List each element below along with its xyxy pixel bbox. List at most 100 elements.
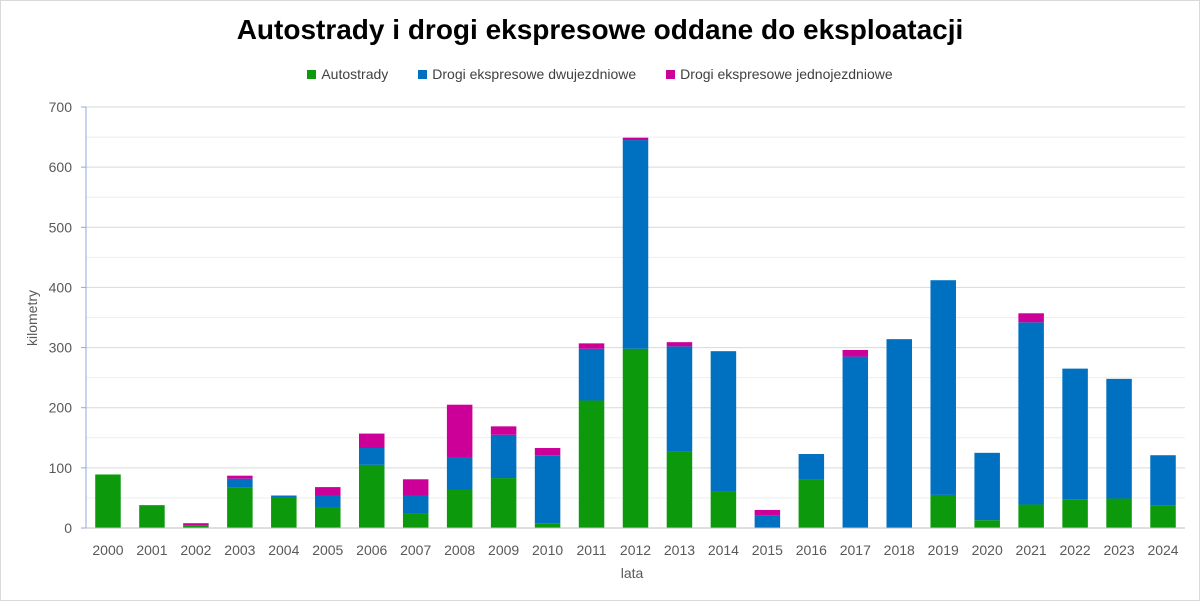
x-tick-label: 2012 [620,542,651,558]
y-tick-label: 400 [49,279,73,295]
bar-segment-series-2-2006 [358,433,385,449]
bar-segment-series-0-2005 [315,507,341,528]
x-tick-label: 2013 [664,542,695,558]
x-tick-label: 2002 [180,542,211,558]
bar-segment-series-1-2011 [578,348,605,401]
bar-segment-series-2-2012 [622,137,649,141]
x-tick-label: 2009 [488,542,519,558]
legend-item-jednojezdniowe: Drogi ekspresowe jednojezdniowe [666,66,893,82]
bar-segment-series-0-2004 [271,497,297,528]
x-tick-label: 2021 [1016,542,1047,558]
bar-segment-series-1-2018 [886,339,913,528]
x-tick-label: 2000 [92,542,123,558]
bar-segment-series-2-2009 [490,426,517,435]
x-tick-label: 2011 [576,542,606,558]
tick-labels: 0 100 200 300 400 500 600 700 2000 2001 2002 2003 20… [49,99,1179,558]
y-tick-label: 600 [49,159,73,175]
bar-segment-series-2-2007 [402,479,429,496]
y-tick-label: 300 [49,340,73,356]
chart-legend: Autostrady Drogi ekspresowe dwujezdniowe… [0,66,1200,82]
bar-segment-series-0-2010 [534,523,561,528]
bar-segment-series-0-2007 [402,513,429,528]
bar-segment-series-0-2000 [95,474,121,528]
x-tick-label: 2022 [1060,542,1091,558]
bar-segment-series-1-2005 [315,495,341,508]
bar-segment-series-0-2020 [974,520,1000,528]
chart-title: Autostrady i drogi ekspresowe oddane do … [236,14,964,45]
legend-label-dwujezdniowe: Drogi ekspresowe dwujezdniowe [432,66,637,82]
legend-label-autostrady: Autostrady [321,66,389,82]
bar-segment-series-2-2015 [754,509,781,516]
bar-segment-series-2-2013 [666,342,693,347]
x-tick-label: 2007 [400,542,431,558]
y-tick-label: 100 [49,460,73,476]
bar-segment-series-1-2019 [930,280,956,495]
bar-segment-series-0-2016 [798,479,825,528]
y-tick-label: 0 [64,520,72,536]
x-tick-label: 2004 [268,542,299,558]
legend-item-dwujezdniowe: Drogi ekspresowe dwujezdniowe [418,66,636,82]
bar-segment-series-1-2015 [754,515,781,528]
axes [81,106,1185,529]
bar-segment-series-1-2009 [490,434,517,479]
bar-segment-series-1-2016 [798,454,825,480]
bar-segment-series-1-2021 [1018,322,1044,505]
bar-segment-series-1-2004 [271,495,297,498]
bar-segment-series-1-2006 [358,448,385,465]
x-tick-label: 2017 [840,542,871,558]
x-tick-label: 2018 [884,542,915,558]
x-tick-label: 2024 [1147,542,1178,558]
bar-segment-series-2-2017 [842,349,869,357]
y-tick-label: 700 [49,99,73,115]
bar-segment-series-1-2023 [1106,378,1132,499]
bar-segment-series-0-2024 [1150,505,1176,528]
legend-item-autostrady: Autostrady [307,66,388,82]
bar-segment-series-0-2022 [1062,499,1088,528]
bar-segment-series-0-2021 [1018,504,1044,528]
bar-segment-series-0-2008 [446,489,473,528]
bar-segment-series-1-2017 [842,356,869,528]
bar-segment-series-2-2003 [227,475,253,479]
legend-swatch-jednojezdniowe [666,69,676,79]
legend-label-jednojezdniowe: Drogi ekspresowe jednojezdniowe [680,66,893,82]
bar-segment-series-1-2008 [446,457,473,490]
bar-segment-series-0-2002 [183,525,209,528]
bar-segment-series-0-2012 [622,348,649,528]
bar-segment-series-2-2021 [1018,313,1044,323]
bar-segment-series-0-2003 [227,487,253,528]
bar-segment-series-0-2014 [710,491,737,528]
x-tick-label: 2010 [532,542,563,558]
bar-segment-series-0-2009 [490,478,517,528]
bar-segment-series-1-2014 [710,351,737,492]
x-tick-label: 2001 [136,542,167,558]
bar-segment-series-1-2020 [974,452,1000,521]
bar-segment-series-0-2019 [930,494,956,528]
bar-segment-series-2-2008 [446,404,473,458]
bars [95,137,1176,528]
bar-segment-series-1-2010 [534,455,561,524]
x-tick-label: 2014 [708,542,739,558]
bar-segment-series-1-2007 [402,495,429,514]
legend-swatch-autostrady [307,69,317,79]
bar-segment-series-2-2011 [578,343,605,349]
x-tick-label: 2008 [444,542,475,558]
x-tick-label: 2019 [928,542,959,558]
bar-segment-series-2-2002 [183,523,209,525]
bar-segment-series-1-2012 [622,140,649,349]
x-axis-title: lata [621,565,644,581]
x-tick-label: 2016 [796,542,827,558]
bar-segment-series-1-2002 [183,524,209,526]
x-tick-label: 2023 [1103,542,1134,558]
bar-segment-series-1-2024 [1150,455,1176,506]
bar-segment-series-0-2013 [666,451,693,528]
bar-segment-series-0-2011 [578,400,605,528]
y-tick-label: 200 [49,400,73,416]
bar-segment-series-0-2001 [139,505,165,528]
y-tick-label: 500 [49,219,73,235]
bar-segment-series-0-2023 [1106,498,1132,528]
legend-swatch-dwujezdniowe [418,69,428,79]
y-axis-title: kilometry [24,290,40,346]
x-tick-label: 2006 [356,542,387,558]
bar-segment-series-1-2022 [1062,368,1088,500]
